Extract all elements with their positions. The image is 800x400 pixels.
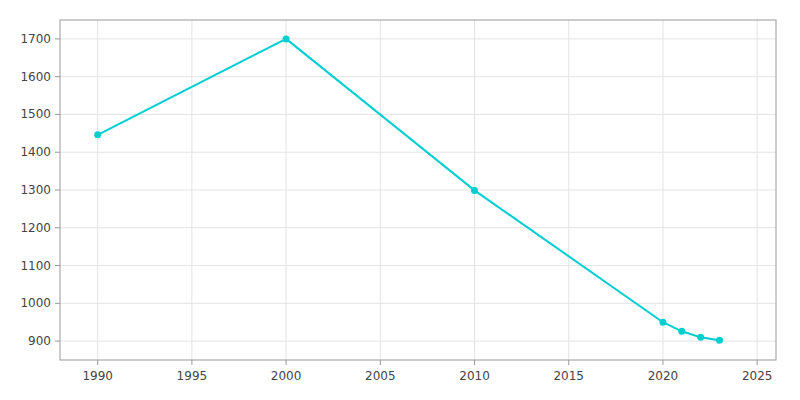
y-tick-label: 1600 [20,70,51,84]
y-tick [55,114,60,115]
chart-container: 1990 1995 2000 2005 2010 2015 2020 2025 900 1000 1… [0,0,800,400]
x-tick-label: 2025 [742,369,773,383]
y-tick-label: 1100 [20,259,51,273]
line [98,39,720,340]
y-tick-label: 900 [28,334,51,348]
x-tick [286,360,287,365]
y-tick [55,303,60,304]
marker [471,187,478,194]
y-tick [55,38,60,39]
y-tick-label: 1500 [20,107,51,121]
x-tick-label: 1990 [82,369,113,383]
grid-line-y [60,227,776,228]
y-tick-label: 1200 [20,221,51,235]
x-tick-label: 2010 [459,369,490,383]
x-tick-label: 2020 [648,369,679,383]
x-tick-label: 2015 [553,369,584,383]
grid-line-y [60,341,776,342]
grid-line-y [60,76,776,77]
marker [283,35,290,42]
marker [94,131,101,138]
marker [697,334,704,341]
x-tick-label: 1995 [177,369,208,383]
grid-line-y [60,152,776,153]
grid-line-y [60,190,776,191]
grid [60,20,776,360]
x-tick-label: 2005 [365,369,396,383]
y-tick-label: 1300 [20,183,51,197]
y-tick-label: 1000 [20,296,51,310]
y-tick [55,76,60,77]
marker [716,337,723,344]
marker [678,328,685,335]
x-tick [757,360,758,365]
chart-svg: 1990 1995 2000 2005 2010 2015 2020 2025 900 1000 1… [0,0,800,400]
y-tick-label: 1700 [20,32,51,46]
x-tick-label: 2000 [271,369,302,383]
y-tick-label: 1400 [20,145,51,159]
grid-line-y [60,303,776,304]
y-tick [55,341,60,342]
grid-line-y [60,265,776,266]
x-tick [97,360,98,365]
y-tick [55,227,60,228]
y-tick [55,265,60,266]
data-group [94,35,723,343]
x-tick [191,360,192,365]
grid-line-y [60,114,776,115]
y-tick [55,152,60,153]
plot-frame [60,20,776,360]
axes: 1990 1995 2000 2005 2010 2015 2020 2025 900 1000 1… [20,32,772,383]
x-tick [474,360,475,365]
x-tick [568,360,569,365]
x-tick [662,360,663,365]
plot-background [60,20,776,360]
grid-line-y [60,38,776,39]
marker [659,319,666,326]
x-tick [380,360,381,365]
y-tick [55,190,60,191]
